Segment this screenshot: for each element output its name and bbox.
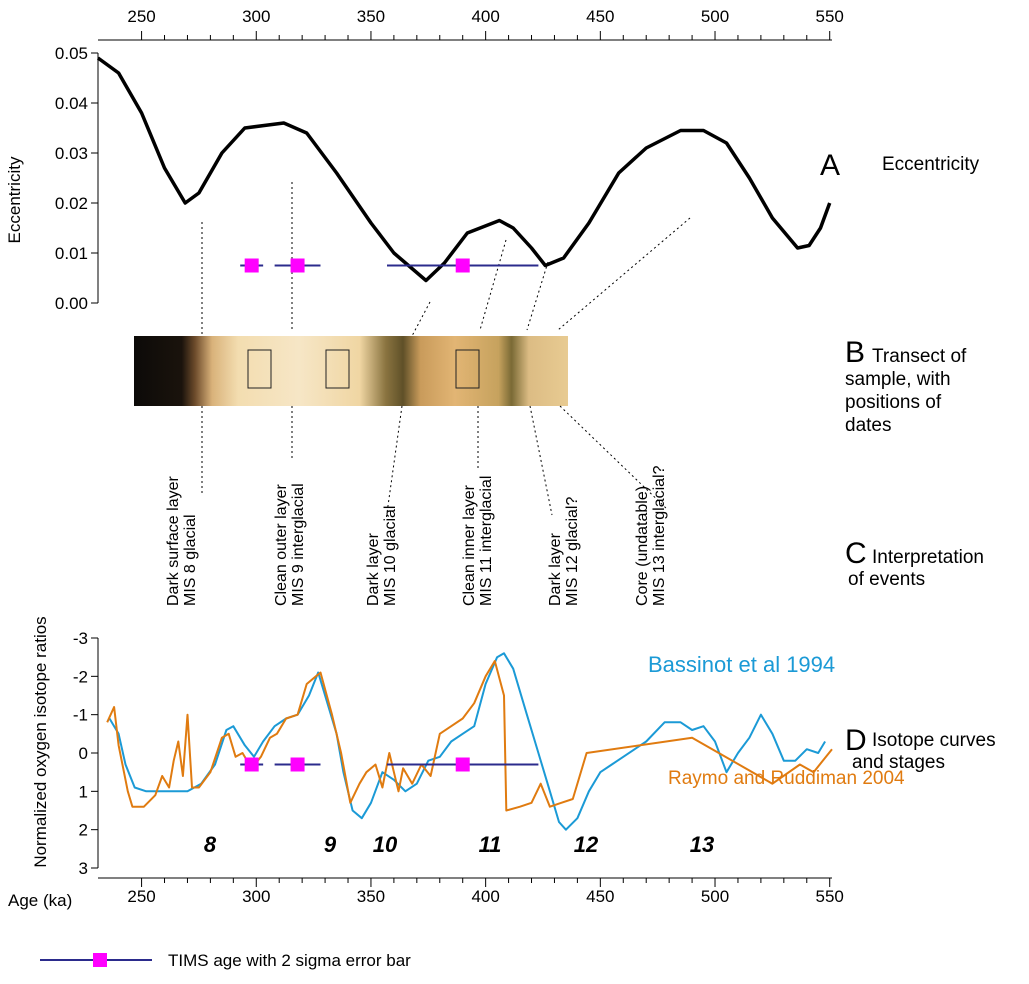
x-tick-label: 300 xyxy=(242,887,270,906)
stage-label: 12 xyxy=(574,832,599,857)
x-tick-label: 250 xyxy=(127,7,155,26)
x-tick-label: 550 xyxy=(816,7,844,26)
y-tick-label: 0 xyxy=(79,744,88,763)
panel-text: Isotope curves xyxy=(872,730,996,751)
legend-label: TIMS age with 2 sigma error bar xyxy=(168,951,411,970)
y-axis-label: Eccentricity xyxy=(5,156,24,243)
stage-label: 13 xyxy=(690,832,714,857)
y-tick-label: 1 xyxy=(79,782,88,801)
x-tick-label: 550 xyxy=(816,887,844,906)
x-tick-label: 350 xyxy=(357,7,385,26)
layer-label: MIS 9 interglacial xyxy=(290,483,307,606)
layer-label: Clean inner layer xyxy=(461,484,478,606)
tims-date xyxy=(245,259,259,273)
series-label: Bassinot et al 1994 xyxy=(648,652,835,677)
x-axis-label: Age (ka) xyxy=(8,891,72,910)
y-tick-label: 3 xyxy=(79,859,88,878)
panel-text: Eccentricity xyxy=(882,154,980,175)
panel-text: and stages xyxy=(852,752,945,773)
tims-date xyxy=(456,758,470,772)
panel-letter: B xyxy=(845,336,865,369)
y-tick-label: 0.00 xyxy=(55,294,88,313)
stage-label: 8 xyxy=(204,832,217,857)
x-tick-label: 500 xyxy=(701,887,729,906)
layer-label: Dark layer xyxy=(547,532,564,606)
transect-photo xyxy=(134,336,568,406)
x-tick-label: 300 xyxy=(242,7,270,26)
y-axis-label: Normalized oxygen isotope ratios xyxy=(31,616,50,867)
tims-date xyxy=(291,259,305,273)
panel-text: of events xyxy=(848,569,925,590)
panel-text: positions of xyxy=(845,392,942,413)
x-tick-label: 250 xyxy=(127,887,155,906)
tims-date xyxy=(456,259,470,273)
layer-label: MIS 13 interglacial? xyxy=(651,465,668,606)
stage-label: 9 xyxy=(324,832,337,857)
tims-date xyxy=(245,758,259,772)
panel-text: dates xyxy=(845,415,891,436)
panel-letter: C xyxy=(845,537,867,570)
y-tick-label: -3 xyxy=(73,629,88,648)
x-tick-label: 350 xyxy=(357,887,385,906)
tims-date xyxy=(291,758,305,772)
y-tick-label: 0.03 xyxy=(55,144,88,163)
y-tick-label: 0.01 xyxy=(55,244,88,263)
data-line xyxy=(110,653,826,829)
x-tick-label: 400 xyxy=(471,887,499,906)
layer-label: MIS 10 glacial xyxy=(382,506,399,607)
layer-label: MIS 8 glacial xyxy=(182,514,199,606)
panel-text: Interpretation xyxy=(872,547,984,568)
panel-text: Transect of xyxy=(872,346,967,367)
panel-text: sample, with xyxy=(845,369,951,390)
y-tick-label: 2 xyxy=(79,821,88,840)
y-tick-label: -1 xyxy=(73,706,88,725)
layer-label: MIS 12 glacial? xyxy=(564,497,581,606)
x-tick-label: 450 xyxy=(586,887,614,906)
layer-label: Clean outer layer xyxy=(273,483,290,606)
y-tick-label: 0.05 xyxy=(55,44,88,63)
x-tick-label: 450 xyxy=(586,7,614,26)
stage-label: 10 xyxy=(373,832,398,857)
x-tick-label: 400 xyxy=(471,7,499,26)
stage-label: 11 xyxy=(479,832,502,857)
layer-label: Core (undatable) xyxy=(634,486,651,606)
y-tick-label: 0.02 xyxy=(55,194,88,213)
y-tick-label: -2 xyxy=(73,667,88,686)
x-tick-label: 500 xyxy=(701,7,729,26)
figure: A B C D Eccentricity Normalized oxygen i… xyxy=(0,0,1029,979)
layer-label: Dark surface layer xyxy=(165,476,182,606)
panel-letter: A xyxy=(820,149,840,182)
legend-marker xyxy=(93,953,107,967)
y-tick-label: 0.04 xyxy=(55,94,88,113)
layer-label: Dark layer xyxy=(365,532,382,606)
data-line xyxy=(98,58,830,281)
layer-label: MIS 11 interglacial xyxy=(478,476,495,606)
